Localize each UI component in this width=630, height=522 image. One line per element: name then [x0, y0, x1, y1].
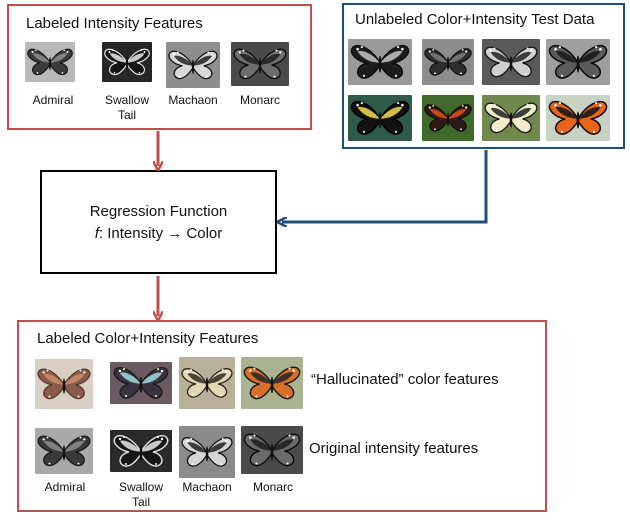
- hallucinated-monarch-image: [241, 357, 303, 409]
- unlabeled-test-data-title: Unlabeled Color+Intensity Test Data: [355, 11, 595, 28]
- hallucinated-swallowtail-image: [110, 362, 172, 404]
- hallucinated-features-label: “Hallucinated” color features: [311, 371, 499, 388]
- admiral-gray-image: [25, 42, 75, 82]
- label-monarch-bottom: Monarc: [252, 480, 293, 494]
- hallucinated-admiral-image: [35, 359, 93, 409]
- labeled-color-intensity-title: Labeled Color+Intensity Features: [37, 330, 259, 347]
- original-features-label: Original intensity features: [309, 440, 479, 457]
- regression-function-box: Regression Function f: Intensity → Color: [40, 170, 277, 274]
- machaon-gray-image: [166, 42, 220, 88]
- test-gray-machaon-image: [482, 39, 540, 85]
- test-gray-monarch-image: [546, 39, 610, 85]
- test-color-admiral-image: [422, 95, 474, 141]
- label-swallowtail-top: Swallow Tail: [104, 93, 149, 122]
- test-color-monarch-image: [546, 95, 610, 141]
- regression-formula-text: : Intensity → Color: [98, 225, 223, 242]
- labeled-intensity-box: Labeled Intensity Features Admiral Swall…: [7, 4, 312, 130]
- regression-formula: f: Intensity → Color: [42, 225, 275, 242]
- regression-title: Regression Function: [89, 203, 228, 220]
- original-monarch-image: [241, 426, 303, 474]
- label-admiral-bottom: Admiral: [44, 480, 86, 494]
- test-gray-admiral-image: [422, 39, 474, 85]
- original-machaon-image: [179, 426, 235, 478]
- labeled-intensity-title: Labeled Intensity Features: [26, 15, 203, 32]
- labeled-color-intensity-box: Labeled Color+Intensity Features “Halluc…: [17, 320, 547, 512]
- original-admiral-image: [35, 428, 93, 474]
- label-machaon-bottom: Machaon: [182, 480, 232, 494]
- function-symbol: f: [94, 225, 99, 242]
- hallucinated-machaon-image: [179, 357, 235, 409]
- label-swallowtail-bottom: Swallow Tail: [118, 480, 163, 509]
- test-gray-swallowtail-image: [348, 39, 412, 85]
- label-admiral-top: Admiral: [32, 93, 74, 107]
- test-color-swallowtail-image: [348, 95, 412, 141]
- monarch-gray-image: [231, 42, 289, 86]
- unlabeled-test-data-box: Unlabeled Color+Intensity Test Data: [342, 3, 625, 149]
- label-machaon-top: Machaon: [168, 93, 218, 107]
- swallowtail-gray-image: [102, 42, 152, 82]
- original-swallowtail-image: [110, 430, 172, 472]
- label-monarch-top: Monarc: [239, 93, 280, 107]
- arrow-testdata-to-regression: [282, 150, 488, 222]
- test-color-machaon-image: [482, 95, 540, 141]
